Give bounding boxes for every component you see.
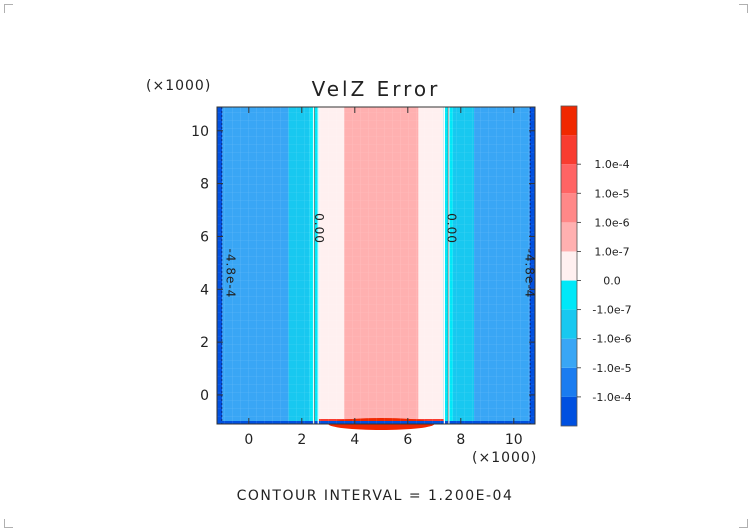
colorbar-swatch xyxy=(561,280,577,310)
colorbar-swatch xyxy=(561,222,577,252)
colorbar-swatch xyxy=(561,367,577,397)
contour-labels: 0.00 0.00 -4.8e-4 -4.8e-4 xyxy=(223,213,536,298)
colorbar-label: 1.0e-5 xyxy=(594,187,629,200)
colorbar-swatch xyxy=(561,135,577,165)
x-tick-label: 8 xyxy=(456,432,465,448)
colorbar-swatch xyxy=(561,164,577,194)
x-tick-label: 10 xyxy=(505,432,523,448)
y-tick-label: 10 xyxy=(191,124,209,140)
x-tick-label: 0 xyxy=(244,432,253,448)
colorbar-swatch xyxy=(561,338,577,368)
colorbar: -1.0e-4 -1.0e-5 -1.0e-6 -1.0e-7 0.0 1.0e-7 1.0… xyxy=(560,105,632,427)
contour-lines xyxy=(221,107,531,424)
colorbar-frame xyxy=(560,105,578,427)
colorbar-swatch xyxy=(561,396,577,426)
y-tick-label: 2 xyxy=(200,335,209,351)
colorbar-swatch xyxy=(561,251,577,281)
y-axis: 0 2 4 6 8 10 xyxy=(191,124,535,404)
y-tick-label: 4 xyxy=(200,282,209,298)
colorbar-label: -1.0e-5 xyxy=(592,362,631,375)
contour-label: 0.00 xyxy=(312,213,326,244)
chart-title: VelZ Error xyxy=(312,77,441,101)
x-tick-label: 6 xyxy=(403,432,412,448)
colorbar-label: 1.0e-7 xyxy=(594,245,629,258)
y-tick-label: 6 xyxy=(200,229,209,245)
y-tick-label: 8 xyxy=(200,177,209,193)
colorbar-swatch xyxy=(561,193,577,223)
x-scale-label: (×1000) xyxy=(472,450,537,466)
x-axis: 0 2 4 6 8 10 xyxy=(244,107,523,448)
grid-overlay xyxy=(217,107,535,424)
colorbar-label: 0.0 xyxy=(603,275,621,288)
contour-interval-footer: CONTOUR INTERVAL = 1.200E-04 xyxy=(237,488,514,504)
corner-mark xyxy=(4,4,13,13)
corner-mark xyxy=(739,519,748,528)
colorbar-label: -1.0e-7 xyxy=(592,304,631,317)
corner-mark xyxy=(4,519,13,528)
y-tick-label: 0 xyxy=(200,388,209,404)
corner-mark xyxy=(739,4,748,13)
colorbar-label: 1.0e-6 xyxy=(594,216,629,229)
colorbar-label: -1.0e-6 xyxy=(592,333,631,346)
y-scale-label: (×1000) xyxy=(146,78,211,94)
colorbar-swatch xyxy=(561,309,577,339)
x-tick-label: 2 xyxy=(297,432,306,448)
contour-label: -4.8e-4 xyxy=(523,249,537,299)
contour-label: 0.00 xyxy=(445,213,459,244)
plot-frame xyxy=(216,106,536,425)
x-tick-label: 4 xyxy=(350,432,359,448)
colorbar-label: 1.0e-4 xyxy=(594,158,629,171)
colorbar-label: -1.0e-4 xyxy=(592,391,631,404)
contour-label: -4.8e-4 xyxy=(223,249,237,299)
colorbar-swatch xyxy=(561,106,577,136)
